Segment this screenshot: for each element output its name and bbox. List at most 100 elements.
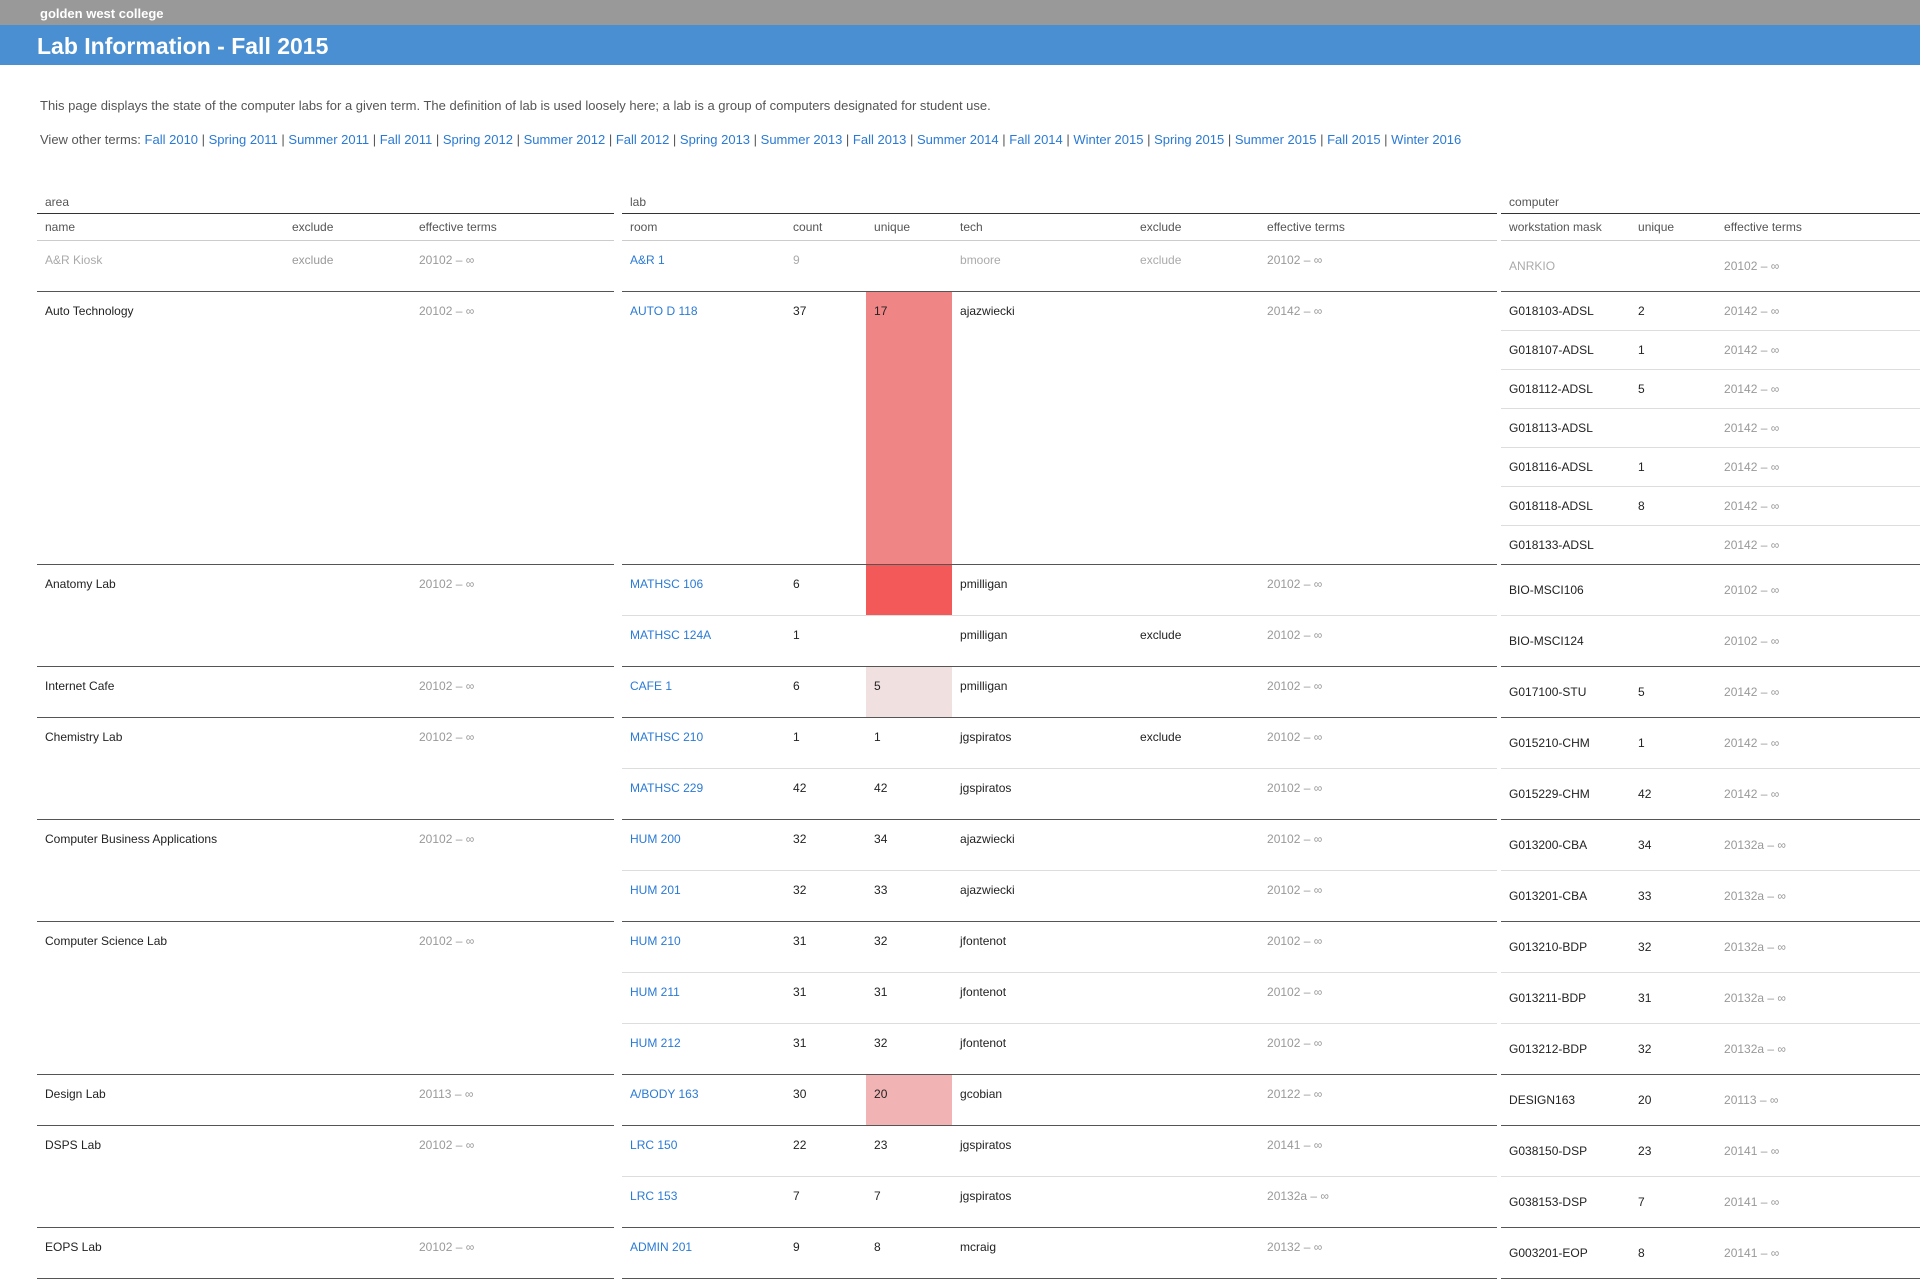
- computer-mask: ANRKIO: [1501, 240, 1631, 292]
- computer-unique: [1630, 615, 1717, 667]
- lab-room-link[interactable]: HUM 212: [630, 1036, 681, 1050]
- term-link[interactable]: Fall 2012: [615, 132, 670, 147]
- lab-count: 31: [785, 921, 867, 973]
- lab-room-link[interactable]: HUM 200: [630, 832, 681, 846]
- term-link[interactable]: Fall 2010: [144, 132, 199, 147]
- column-gap: [614, 565, 622, 667]
- lab-unique: 17: [866, 291, 953, 565]
- lab-tech: mcraig: [952, 1227, 1133, 1279]
- term-link[interactable]: Winter 2015: [1073, 132, 1144, 147]
- lab-table: area lab computer name exclude effective…: [37, 183, 1920, 1279]
- lab-unique: 5: [866, 666, 953, 718]
- table-row: Auto Technology 20102 – ∞ AUTO D 118 37 17 aj…: [37, 291, 1920, 565]
- lab-room-link[interactable]: HUM 210: [630, 934, 681, 948]
- area-exclude: [284, 921, 411, 1075]
- term-link[interactable]: Fall 2014: [1009, 132, 1063, 147]
- area-effective-terms: 20102 – ∞: [411, 1227, 615, 1279]
- computer-unique: [1630, 240, 1717, 292]
- term-separator: |: [432, 132, 443, 147]
- area-name: EOPS Lab: [37, 1227, 284, 1279]
- lab-room-link[interactable]: AUTO D 118: [630, 304, 698, 318]
- term-link[interactable]: Summer 2013: [760, 132, 843, 147]
- table-row: Computer Business Applications 20102 – ∞ H…: [37, 819, 1920, 922]
- lab-exclude: [1132, 1176, 1260, 1228]
- table-row: Computer Science Lab 20102 – ∞ HUM 210 31 32…: [37, 921, 1920, 1075]
- lab-room-link[interactable]: LRC 153: [630, 1189, 678, 1203]
- term-link[interactable]: Spring 2011: [208, 132, 278, 147]
- lab-room: HUM 210: [622, 921, 786, 973]
- table-row: G018107-ADSL 1 20142 – ∞: [37, 330, 1920, 370]
- lab-effective-terms: 20102 – ∞: [1259, 1023, 1498, 1075]
- area-effective-terms: 20102 – ∞: [411, 819, 615, 922]
- computer-unique: 1: [1630, 447, 1717, 487]
- lab-tech: jgspiratos: [952, 768, 1133, 820]
- lab-room-link[interactable]: CAFE 1: [630, 679, 673, 693]
- computer-effective-terms: 20102 – ∞: [1716, 615, 1920, 667]
- term-link[interactable]: Summer 2011: [288, 132, 370, 147]
- term-link[interactable]: Summer 2012: [523, 132, 606, 147]
- term-link[interactable]: Spring 2015: [1154, 132, 1225, 147]
- lab-room-link[interactable]: A/BODY 163: [630, 1087, 699, 1101]
- term-link[interactable]: Fall 2015: [1327, 132, 1381, 147]
- term-link[interactable]: Fall 2011: [379, 132, 433, 147]
- computer-unique: [1630, 408, 1717, 448]
- lab-tech: pmilligan: [952, 666, 1133, 718]
- table-row: Anatomy Lab 20102 – ∞ MATHSC 106 6 pmilligan…: [37, 564, 1920, 667]
- lab-unique: 23: [866, 1125, 953, 1177]
- lab-count: 31: [785, 1023, 867, 1075]
- term-link[interactable]: Summer 2015: [1234, 132, 1317, 147]
- lab-tech: bmoore: [952, 240, 1133, 292]
- lab-effective-terms: 20142 – ∞: [1259, 291, 1498, 565]
- table-row: G018112-ADSL 5 20142 – ∞: [37, 369, 1920, 409]
- lab-tech: jfontenot: [952, 1023, 1133, 1075]
- group-computer: computer: [1501, 183, 1920, 214]
- lab-room-link[interactable]: HUM 201: [630, 883, 681, 897]
- area-effective-terms: 20102 – ∞: [411, 291, 615, 565]
- lab-room-link[interactable]: MATHSC 124A: [630, 628, 712, 642]
- lab-tech: jgspiratos: [952, 1176, 1133, 1228]
- lab-unique: 20: [866, 1074, 953, 1126]
- computer-mask: G013212-BDP: [1501, 1023, 1631, 1075]
- computer-effective-terms: 20142 – ∞: [1716, 447, 1920, 487]
- computer-unique: 33: [1630, 870, 1717, 922]
- lab-room: A/BODY 163: [622, 1074, 786, 1126]
- lab-count: 30: [785, 1074, 867, 1126]
- table-row: HUM 212 31 32 jfontenot 20102 – ∞ G013212-BDP…: [37, 1023, 1920, 1075]
- computer-unique: 5: [1630, 666, 1717, 718]
- lab-room: LRC 153: [622, 1176, 786, 1228]
- lab-exclude: [1132, 1023, 1260, 1075]
- lab-room-link[interactable]: ADMIN 201: [630, 1240, 693, 1254]
- table-row: Internet Cafe 20102 – ∞ CAFE 1 6 5 pmilligan 2…: [37, 666, 1920, 718]
- lab-room-link[interactable]: LRC 150: [630, 1138, 678, 1152]
- lab-unique: [866, 615, 953, 667]
- lab-unique: 33: [866, 870, 953, 922]
- lab-room-link[interactable]: MATHSC 106: [630, 577, 704, 591]
- lab-effective-terms: 20102 – ∞: [1259, 870, 1498, 922]
- lab-count: 31: [785, 972, 867, 1024]
- term-separator: |: [198, 132, 209, 147]
- computer-unique: [1630, 564, 1717, 616]
- table-row: Design Lab 20113 – ∞ A/BODY 163 30 20 gcobian…: [37, 1074, 1920, 1126]
- lab-room-link[interactable]: HUM 211: [630, 985, 680, 999]
- lab-exclude: [1132, 921, 1260, 973]
- term-link[interactable]: Spring 2013: [679, 132, 751, 147]
- term-link[interactable]: Winter 2016: [1391, 132, 1462, 147]
- term-link[interactable]: Fall 2013: [852, 132, 907, 147]
- lab-tech: ajazwiecki: [952, 819, 1133, 871]
- lab-room: HUM 212: [622, 1023, 786, 1075]
- lab-unique: [866, 240, 953, 292]
- lab-room-link[interactable]: MATHSC 229: [630, 781, 704, 795]
- computer-effective-terms: 20102 – ∞: [1716, 240, 1920, 292]
- terms-prefix: View other terms:: [40, 132, 141, 147]
- term-separator: |: [1143, 132, 1155, 147]
- lab-room-link[interactable]: A&R 1: [630, 253, 665, 267]
- table-row: G018116-ADSL 1 20142 – ∞: [37, 447, 1920, 487]
- term-link[interactable]: Spring 2012: [442, 132, 513, 147]
- area-exclude: [284, 564, 411, 667]
- lab-room: A&R 1: [622, 240, 786, 292]
- lab-room-link[interactable]: MATHSC 210: [630, 730, 704, 744]
- lab-tech: gcobian: [952, 1074, 1133, 1126]
- term-link[interactable]: Summer 2014: [917, 132, 999, 147]
- lab-effective-terms: 20132 – ∞: [1259, 1227, 1498, 1279]
- term-separator: |: [277, 132, 289, 147]
